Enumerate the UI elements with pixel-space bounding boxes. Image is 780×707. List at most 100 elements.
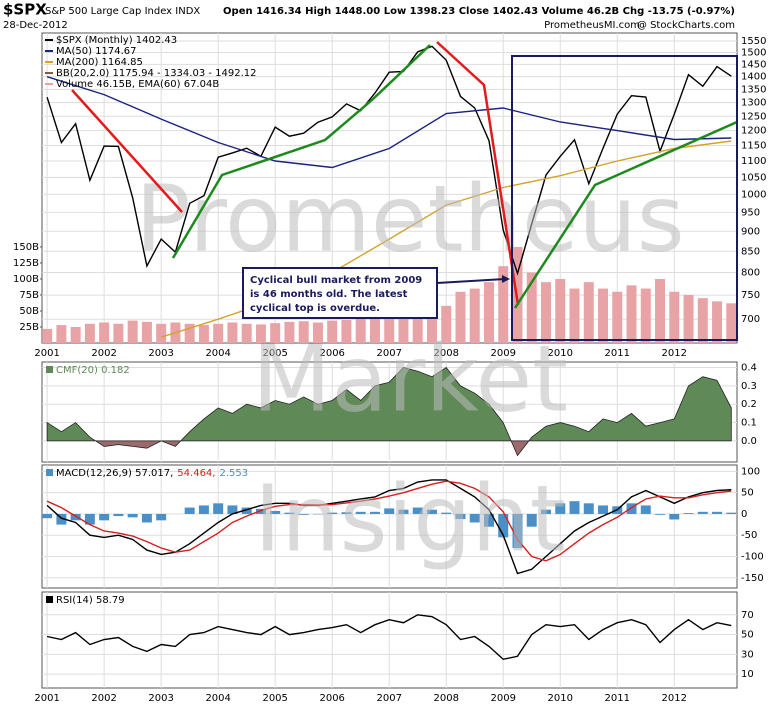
bar: [198, 505, 209, 514]
y-tick-label: 0.1: [741, 418, 757, 429]
x-tick-label: 2002: [91, 693, 116, 704]
bar: [355, 511, 366, 514]
bar: [598, 288, 609, 343]
credit: @ StockCharts.com: [637, 20, 735, 31]
symbol: $SPX: [3, 1, 47, 19]
bar: [198, 325, 209, 343]
bar: [569, 288, 580, 343]
bar: [441, 305, 452, 343]
bar: [612, 291, 623, 343]
bar: [426, 307, 437, 343]
x-tick-label: 2006: [319, 348, 344, 359]
bar: [184, 323, 195, 343]
bar: [498, 266, 509, 343]
x-tick-label: 2007: [376, 348, 401, 359]
y-tick-label: 100B: [13, 274, 39, 285]
watermark-text: Prometheus: [135, 165, 684, 272]
bar: [56, 325, 67, 343]
x-tick-label: 2006: [319, 693, 344, 704]
bar: [312, 322, 323, 343]
quote: Open 1416.34 High 1448.00 Low 1398.23 Cl…: [223, 6, 735, 17]
trend-line: [513, 120, 738, 309]
bar: [70, 513, 81, 521]
bar: [298, 513, 309, 515]
bar: [113, 323, 124, 343]
x-tick-label: 2004: [205, 693, 230, 704]
trend-line: [436, 41, 520, 306]
date: 28-Dec-2012: [3, 20, 68, 31]
bar: [270, 510, 281, 514]
y-tick-label: 0.0: [741, 436, 757, 447]
annotation-text: Cyclical bull market from 2009: [250, 275, 422, 286]
x-tick-label: 2010: [548, 693, 573, 704]
bar: [426, 509, 437, 514]
x-tick-label: 2001: [34, 348, 59, 359]
bar: [655, 513, 666, 515]
bar: [341, 512, 352, 514]
bar: [398, 509, 409, 514]
bar: [484, 513, 494, 527]
bar: [213, 503, 224, 514]
bar: [455, 291, 466, 343]
y-tick-label: 0: [741, 509, 747, 520]
bar: [412, 507, 423, 514]
series-area: [46, 366, 732, 457]
y-tick-label: 1150: [741, 140, 766, 151]
bar: [484, 282, 494, 343]
bar: [42, 513, 53, 519]
bar: [512, 513, 523, 548]
bar: [327, 320, 338, 343]
y-tick-label: 1450: [741, 59, 766, 70]
bar: [113, 513, 124, 517]
x-tick-label: 2008: [434, 693, 459, 704]
bar: [213, 323, 224, 343]
y-tick-label: 50: [741, 630, 754, 641]
y-tick-label: 70: [741, 610, 754, 621]
y-tick-label: 1050: [741, 172, 766, 183]
bar: [127, 513, 138, 518]
bar: [156, 323, 167, 343]
bar: [369, 318, 380, 343]
bar: [369, 511, 380, 514]
x-tick-label: 2011: [605, 693, 630, 704]
y-tick-label: 750: [741, 290, 760, 301]
y-tick-label: 800: [741, 267, 760, 278]
annotation-arrow: [436, 278, 506, 284]
y-tick-label: -150: [741, 573, 764, 584]
legend-label: MACD(12,26,9) 57.017,: [56, 468, 173, 479]
bar: [598, 505, 609, 514]
bar: [583, 503, 594, 514]
bar: [569, 501, 580, 514]
y-tick-label: 0.4: [741, 363, 757, 374]
x-tick-label: 2009: [491, 693, 516, 704]
y-tick-label: 1250: [741, 111, 766, 122]
x-tick-label: 2004: [205, 348, 230, 359]
bar: [241, 507, 252, 514]
bar: [99, 322, 110, 343]
y-tick-label: 850: [741, 246, 760, 257]
y-tick-label: 700: [741, 314, 760, 325]
bar: [227, 322, 238, 343]
bar: [640, 505, 651, 514]
series-line: [46, 480, 732, 562]
bar: [341, 319, 352, 343]
bar: [56, 513, 67, 525]
series-line: [46, 479, 732, 575]
y-tick-label: 0.3: [741, 381, 757, 392]
bar: [127, 320, 138, 343]
bar: [384, 508, 395, 514]
bar: [255, 508, 266, 514]
y-tick-label: 950: [741, 207, 760, 218]
legend-label: CMF(20) 0.182: [56, 365, 130, 376]
y-tick-label: 150B: [13, 242, 39, 253]
y-tick-label: -50: [741, 530, 757, 541]
bar: [526, 272, 537, 343]
y-tick-label: -100: [741, 552, 764, 563]
bar: [697, 298, 708, 343]
y-tick-label: 1350: [741, 84, 766, 95]
x-tick-label: 2012: [662, 348, 687, 359]
bar: [526, 513, 537, 527]
bar: [156, 513, 167, 521]
arrow-head: [502, 275, 510, 283]
